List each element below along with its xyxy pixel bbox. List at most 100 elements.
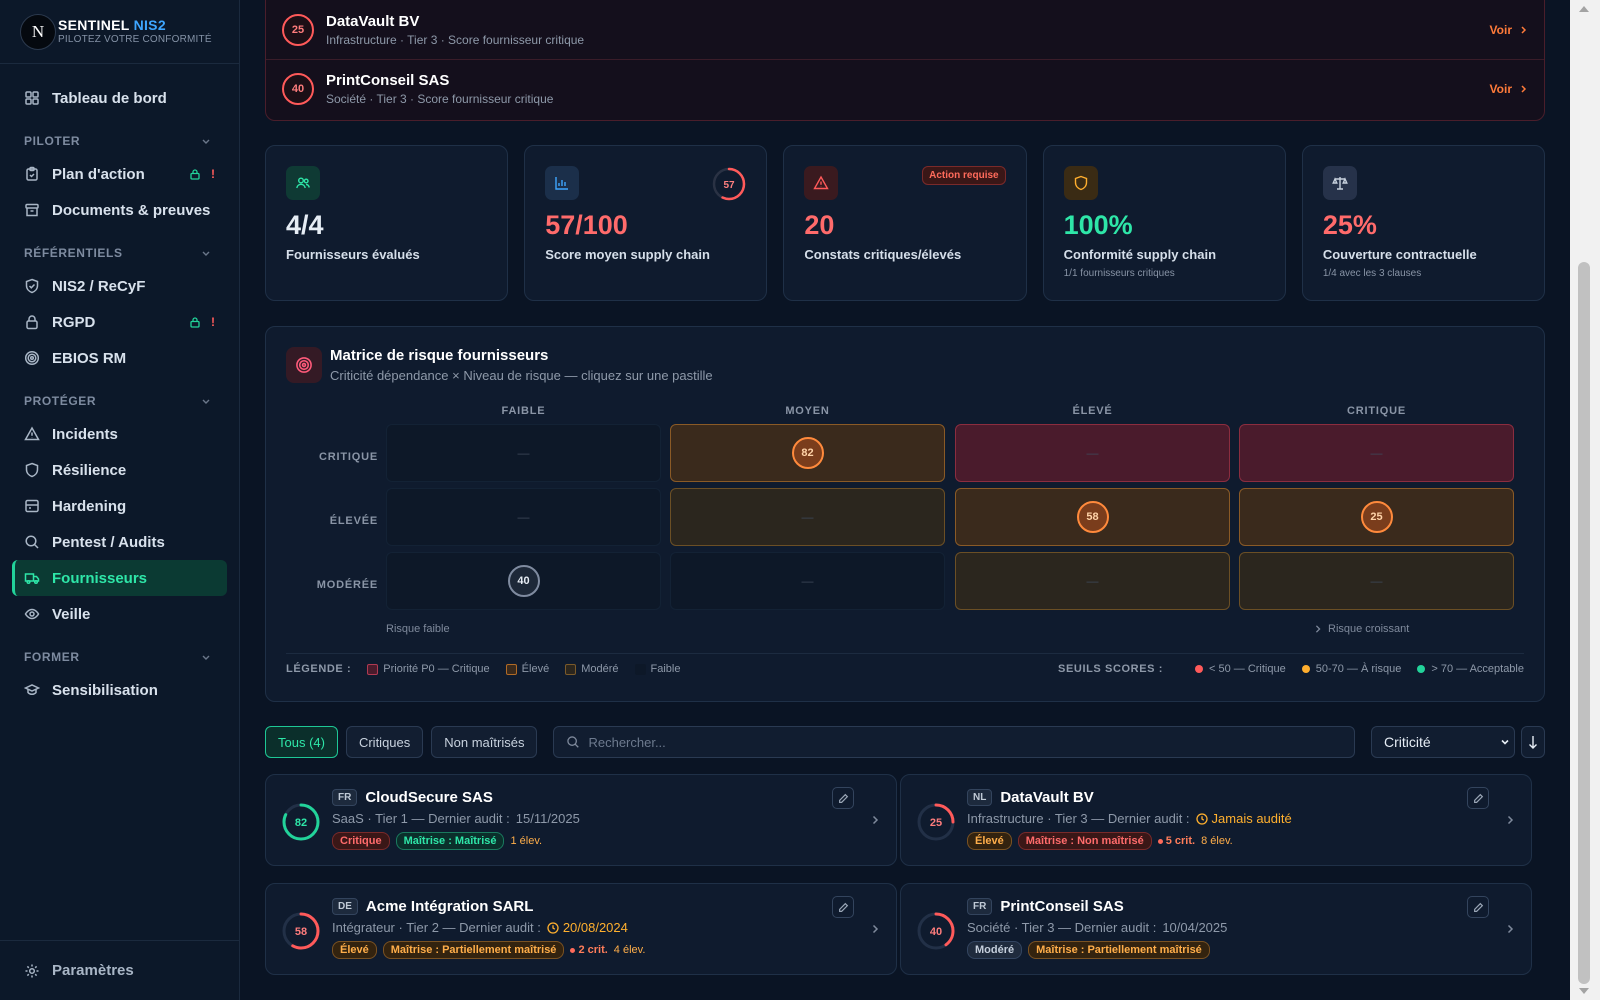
sidebar-item-rgpd[interactable]: RGPD ! xyxy=(12,304,227,340)
matrix-title: Matrice de risque fournisseurs xyxy=(330,347,549,364)
filter-uncontrolled-button[interactable]: Non maîtrisés xyxy=(431,726,538,758)
matrix-cell[interactable]: — xyxy=(670,488,945,546)
kpi-sub: 1/1 fournisseurs critiques xyxy=(1063,268,1175,279)
matrix-cell[interactable]: — xyxy=(670,552,945,610)
filter-critical-button[interactable]: Critiques xyxy=(345,726,424,758)
alert-row[interactable]: 25 DataVault BV Infrastructure · Tier 3 ·… xyxy=(266,1,1544,59)
sort-select[interactable]: Criticité xyxy=(1371,726,1515,758)
sidebar-item-fournisseurs[interactable]: Fournisseurs xyxy=(12,560,227,596)
sidebar-item-incidents[interactable]: Incidents xyxy=(12,416,227,452)
brand[interactable]: N SENTINEL NIS2 PILOTEZ VOTRE CONFORMITÉ xyxy=(0,0,239,64)
graduation-cap-icon xyxy=(24,684,40,696)
score-value: 82 xyxy=(295,817,307,829)
sidebar-item-resilience[interactable]: Résilience xyxy=(12,452,227,488)
scrollbar-thumb[interactable] xyxy=(1578,262,1590,984)
target-icon xyxy=(286,347,322,383)
divider xyxy=(286,653,1524,654)
edit-button[interactable] xyxy=(1467,896,1489,918)
sidebar-item-settings[interactable]: Paramètres xyxy=(0,940,240,1000)
alert-row[interactable]: 40 PrintConseil SAS Société · Tier 3 · Sc… xyxy=(266,59,1544,117)
kpi-label: Constats critiques/élevés xyxy=(804,247,962,262)
empty-marker: — xyxy=(801,510,814,524)
supplier-pill[interactable]: 58 xyxy=(1076,501,1109,533)
grid-icon xyxy=(25,91,39,105)
scale-icon xyxy=(1322,166,1357,200)
supplier-name: PrintConseil SAS xyxy=(1000,898,1124,915)
edit-button[interactable] xyxy=(832,896,854,918)
supplier-pill[interactable]: 82 xyxy=(791,437,824,469)
score-value: 58 xyxy=(295,926,307,938)
matrix-cell[interactable]: — xyxy=(1239,424,1514,482)
matrix-cell[interactable]: 82 xyxy=(670,424,945,482)
matrix-cell[interactable]: 25 xyxy=(1239,488,1514,546)
supplier-card[interactable]: 40 FR PrintConseil SAS Société · Tier 3 — D… xyxy=(900,883,1532,975)
section-piloter[interactable]: PILOTER xyxy=(12,122,227,148)
sidebar-item-dashboard[interactable]: Tableau de bord xyxy=(12,80,227,116)
lock-icon xyxy=(26,315,38,330)
view-button[interactable]: Voir xyxy=(1490,82,1528,96)
supplier-name: Acme Intégration SARL xyxy=(365,898,534,915)
sidebar-item-label: Pentest / Audits xyxy=(52,533,165,551)
sidebar-item-documents[interactable]: Documents & preuves xyxy=(12,192,227,228)
scrollbar[interactable] xyxy=(1570,0,1600,1000)
matrix-cell[interactable]: — xyxy=(386,424,661,482)
thresholds-title: SEUILS SCORES : xyxy=(1058,663,1163,675)
server-icon xyxy=(25,499,39,513)
chart-icon xyxy=(545,166,580,200)
clock-icon xyxy=(1195,812,1208,825)
sidebar-nav: Tableau de bord PILOTER Plan d'action ! … xyxy=(12,80,227,708)
sidebar-item-plan[interactable]: Plan d'action ! xyxy=(12,156,227,192)
matrix-cell[interactable]: — xyxy=(955,424,1230,482)
sidebar-item-label: Tableau de bord xyxy=(52,89,167,107)
sidebar-item-pentest[interactable]: Pentest / Audits xyxy=(12,524,227,560)
filter-all-button[interactable]: Tous (4) xyxy=(265,726,338,758)
sort-direction-button[interactable] xyxy=(1521,726,1545,758)
matrix-cell[interactable]: — xyxy=(386,488,661,546)
supplier-card[interactable]: 82 FR CloudSecure SAS SaaS · Tier 1 — Derni… xyxy=(265,774,897,866)
pencil-icon xyxy=(838,793,848,803)
alert-indicator: ! xyxy=(211,167,215,181)
control-chip: Maîtrise : Partiellement maîtrisé xyxy=(1028,941,1210,959)
threshold-item: 50-70 — À risque xyxy=(1301,663,1401,675)
section-former[interactable]: FORMER xyxy=(12,638,227,664)
edit-button[interactable] xyxy=(832,787,854,809)
brand-tagline: PILOTEZ VOTRE CONFORMITÉ xyxy=(58,34,212,45)
legend-title: LÉGENDE : xyxy=(286,663,352,675)
control-chip: Maîtrise : Non maîtrisé xyxy=(1017,832,1152,850)
sidebar-item-label: NIS2 / ReCyF xyxy=(52,277,146,295)
search-input[interactable]: Rechercher... xyxy=(553,726,1355,758)
col-header: CRITIQUE xyxy=(1347,405,1406,417)
view-button[interactable]: Voir xyxy=(1490,23,1528,37)
sidebar-item-sensibilisation[interactable]: Sensibilisation xyxy=(12,672,227,708)
scroll-up-arrow[interactable] xyxy=(1579,6,1589,12)
sidebar-item-nis2[interactable]: NIS2 / ReCyF xyxy=(12,268,227,304)
score-ring: 58 xyxy=(282,912,320,950)
supplier-meta: SaaS · Tier 1 — Dernier audit : xyxy=(332,811,510,826)
edit-button[interactable] xyxy=(1467,787,1489,809)
supplier-pill[interactable]: 25 xyxy=(1360,501,1393,533)
sidebar-item-ebios[interactable]: EBIOS RM xyxy=(12,340,227,376)
matrix-cell[interactable]: 40 xyxy=(386,552,661,610)
low-risk-label: Risque faible xyxy=(386,623,450,635)
country-badge: DE xyxy=(332,898,358,915)
kpi-card: 100% Conformité supply chain 1/1 fournis… xyxy=(1042,145,1286,301)
score-ring: 25 xyxy=(917,803,955,841)
shield-check-icon xyxy=(25,278,39,294)
supplier-pill[interactable]: 40 xyxy=(507,565,540,597)
col-header: ÉLEVÉ xyxy=(1072,405,1113,417)
section-proteger[interactable]: PROTÉGER xyxy=(12,382,227,408)
sidebar-item-hardening[interactable]: Hardening xyxy=(12,488,227,524)
matrix-cell[interactable]: — xyxy=(955,552,1230,610)
matrix-cell[interactable]: — xyxy=(1239,552,1514,610)
matrix-cell[interactable]: 58 xyxy=(955,488,1230,546)
supplier-card[interactable]: 58 DE Acme Intégration SARL Intégrateur · T… xyxy=(265,883,897,975)
supplier-meta: Infrastructure · Tier 3 — Dernier audit … xyxy=(967,811,1190,826)
sidebar-item-label: Sensibilisation xyxy=(52,681,158,699)
kpi-row: 4/4 Fournisseurs évalués 57 57/100 Score… xyxy=(265,145,1546,301)
supplier-meta: Société · Tier 3 — Dernier audit : xyxy=(967,920,1157,935)
sidebar-item-veille[interactable]: Veille xyxy=(12,596,227,632)
archive-icon xyxy=(25,203,39,217)
section-referentiels[interactable]: RÉFÉRENTIELS xyxy=(12,234,227,260)
scroll-down-arrow[interactable] xyxy=(1579,988,1589,994)
supplier-card[interactable]: 25 NL DataVault BV Infrastructure · Tier 3 … xyxy=(900,774,1532,866)
